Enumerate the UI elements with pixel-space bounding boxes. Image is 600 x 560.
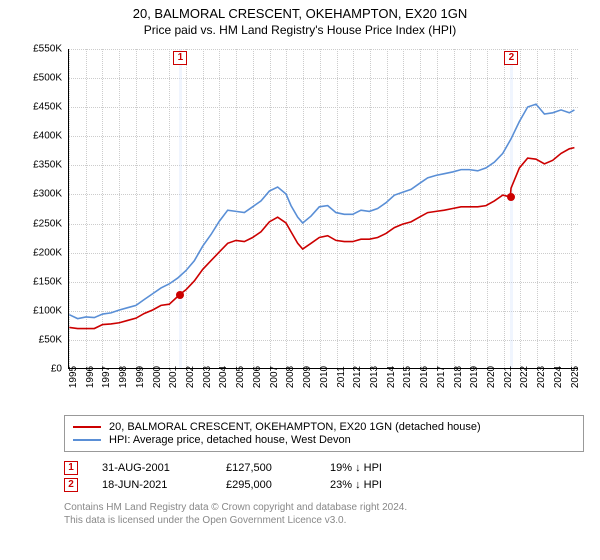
sale-marker-icon: 2: [64, 478, 78, 492]
marker-label-icon: 2: [504, 51, 518, 65]
y-tick-label: £300K: [20, 189, 62, 200]
x-tick-label: 2006: [252, 366, 263, 388]
x-tick-label: 2022: [519, 366, 530, 388]
y-tick-label: £250K: [20, 218, 62, 229]
y-tick-label: £550K: [20, 44, 62, 55]
chart-area: £0 £50K £100K £150K £200K £250K £300K £350K £400…: [20, 41, 590, 411]
x-tick-label: 2002: [185, 366, 196, 388]
x-tick-label: 1996: [85, 366, 96, 388]
x-tick-label: 2007: [269, 366, 280, 388]
x-tick-label: 1997: [101, 366, 112, 388]
y-tick-label: £0: [20, 364, 62, 375]
marker-dot-icon: [176, 291, 184, 299]
sale-marker-icon: 1: [64, 461, 78, 475]
sale-row: 2 18-JUN-2021 £295,000 23% ↓ HPI: [64, 478, 584, 492]
x-tick-label: 2018: [453, 366, 464, 388]
chart-title: 20, BALMORAL CRESCENT, OKEHAMPTON, EX20 …: [133, 6, 468, 21]
x-tick-label: 1995: [68, 366, 79, 388]
legend-item: HPI: Average price, detached house, West…: [73, 434, 575, 446]
sale-date: 18-JUN-2021: [102, 479, 202, 491]
legend-swatch: [73, 426, 101, 428]
y-tick-label: £500K: [20, 73, 62, 84]
sales-block: 1 31-AUG-2001 £127,500 19% ↓ HPI 2 18-JU…: [64, 458, 584, 495]
footer: Contains HM Land Registry data © Crown c…: [64, 501, 584, 527]
x-tick-label: 1999: [135, 366, 146, 388]
sale-diff: 19% ↓ HPI: [330, 462, 430, 474]
x-tick-label: 2005: [235, 366, 246, 388]
sale-price: £295,000: [226, 479, 306, 491]
legend: 20, BALMORAL CRESCENT, OKEHAMPTON, EX20 …: [64, 415, 584, 452]
x-tick-label: 2015: [402, 366, 413, 388]
x-tick-label: 2014: [386, 366, 397, 388]
x-tick-label: 2025: [570, 366, 581, 388]
y-tick-label: £350K: [20, 160, 62, 171]
x-tick-label: 2010: [319, 366, 330, 388]
y-tick-label: £450K: [20, 102, 62, 113]
x-tick-label: 2017: [436, 366, 447, 388]
x-axis: 1995199619971998199920002001200220032004…: [68, 371, 578, 411]
sale-row: 1 31-AUG-2001 £127,500 19% ↓ HPI: [64, 461, 584, 475]
y-tick-label: £200K: [20, 247, 62, 258]
sale-price: £127,500: [226, 462, 306, 474]
x-tick-label: 2003: [202, 366, 213, 388]
x-tick-label: 2013: [369, 366, 380, 388]
plot-region: 12: [68, 49, 578, 369]
series-line-price_paid: [69, 148, 574, 329]
title-block: 20, BALMORAL CRESCENT, OKEHAMPTON, EX20 …: [133, 6, 468, 37]
x-tick-label: 2001: [168, 366, 179, 388]
x-tick-label: 2023: [536, 366, 547, 388]
footer-line: This data is licensed under the Open Gov…: [64, 514, 584, 527]
x-tick-label: 2011: [336, 366, 347, 388]
y-axis: £0£50K£100K£150K£200K£250K£300K£350K£400…: [20, 49, 66, 369]
x-tick-label: 2004: [218, 366, 229, 388]
x-tick-label: 2009: [302, 366, 313, 388]
y-tick-label: £50K: [20, 334, 62, 345]
sale-diff: 23% ↓ HPI: [330, 479, 430, 491]
x-tick-label: 2000: [152, 366, 163, 388]
x-tick-label: 2020: [486, 366, 497, 388]
legend-label: HPI: Average price, detached house, West…: [109, 434, 351, 446]
y-tick-label: £400K: [20, 131, 62, 142]
footer-line: Contains HM Land Registry data © Crown c…: [64, 501, 584, 514]
y-tick-label: £100K: [20, 305, 62, 316]
series-line-hpi: [69, 104, 574, 319]
marker-label-icon: 1: [173, 51, 187, 65]
chart-lines: [69, 49, 578, 368]
y-tick-label: £150K: [20, 276, 62, 287]
sale-date: 31-AUG-2001: [102, 462, 202, 474]
legend-label: 20, BALMORAL CRESCENT, OKEHAMPTON, EX20 …: [109, 421, 481, 433]
x-tick-label: 2021: [503, 366, 514, 388]
x-tick-label: 2012: [352, 366, 363, 388]
x-tick-label: 2019: [469, 366, 480, 388]
chart-subtitle: Price paid vs. HM Land Registry's House …: [133, 23, 468, 37]
x-tick-label: 1998: [118, 366, 129, 388]
legend-item: 20, BALMORAL CRESCENT, OKEHAMPTON, EX20 …: [73, 421, 575, 433]
marker-dot-icon: [507, 193, 515, 201]
chart-container: 20, BALMORAL CRESCENT, OKEHAMPTON, EX20 …: [0, 0, 600, 560]
legend-swatch: [73, 439, 101, 441]
x-tick-label: 2016: [419, 366, 430, 388]
x-tick-label: 2024: [553, 366, 564, 388]
x-tick-label: 2008: [285, 366, 296, 388]
